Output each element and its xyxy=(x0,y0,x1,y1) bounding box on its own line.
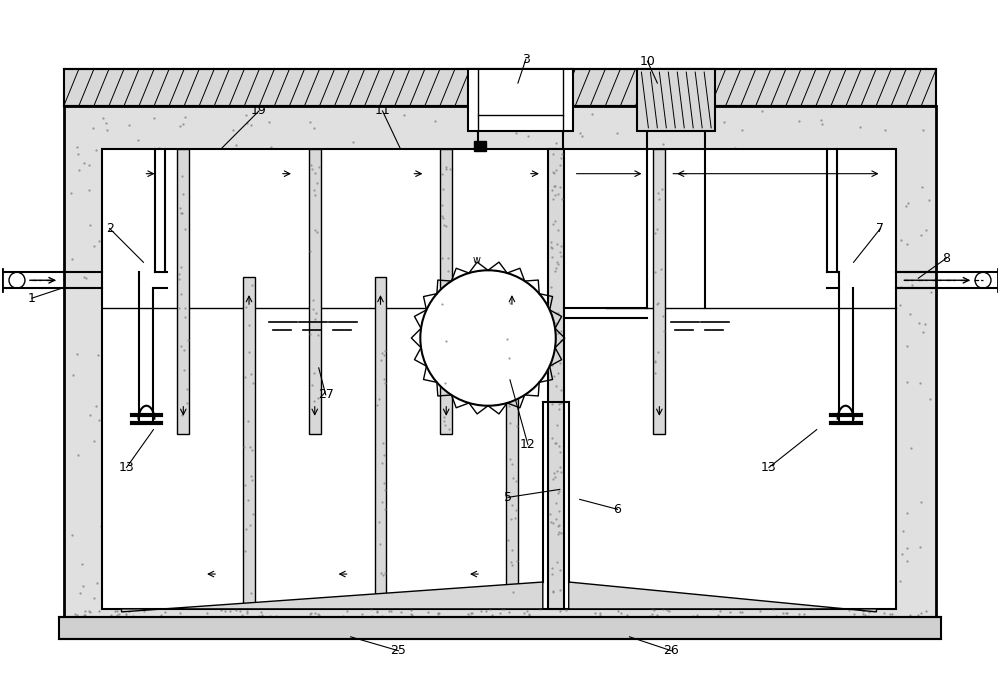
Bar xyxy=(653,149,665,434)
Text: 13: 13 xyxy=(119,461,134,474)
Bar xyxy=(243,278,255,608)
Bar xyxy=(309,149,321,434)
Text: 27: 27 xyxy=(318,388,334,401)
Text: 3: 3 xyxy=(522,53,530,65)
Bar xyxy=(548,149,564,609)
Text: 6: 6 xyxy=(614,503,621,516)
Polygon shape xyxy=(122,582,543,612)
Bar xyxy=(468,69,573,131)
Text: 19: 19 xyxy=(251,104,267,117)
Bar xyxy=(59,617,941,639)
Bar xyxy=(375,278,386,608)
Text: 5: 5 xyxy=(504,491,512,504)
Bar xyxy=(440,149,452,434)
Bar xyxy=(474,140,486,151)
Text: 13: 13 xyxy=(761,461,777,474)
Bar xyxy=(177,149,189,434)
Text: 2: 2 xyxy=(106,222,114,235)
Bar xyxy=(637,69,715,131)
Circle shape xyxy=(420,270,556,406)
Text: 10: 10 xyxy=(639,55,655,68)
Text: 11: 11 xyxy=(375,104,390,117)
Bar xyxy=(102,149,896,609)
Text: 7: 7 xyxy=(876,222,884,235)
Text: 12: 12 xyxy=(520,438,536,451)
Text: 1: 1 xyxy=(28,292,36,305)
Bar xyxy=(64,69,936,106)
Text: 26: 26 xyxy=(663,644,679,657)
Bar xyxy=(506,278,518,608)
Text: 25: 25 xyxy=(390,644,406,657)
Text: w: w xyxy=(472,255,480,265)
Bar xyxy=(64,106,936,634)
Polygon shape xyxy=(569,582,876,612)
Text: 8: 8 xyxy=(942,252,950,265)
